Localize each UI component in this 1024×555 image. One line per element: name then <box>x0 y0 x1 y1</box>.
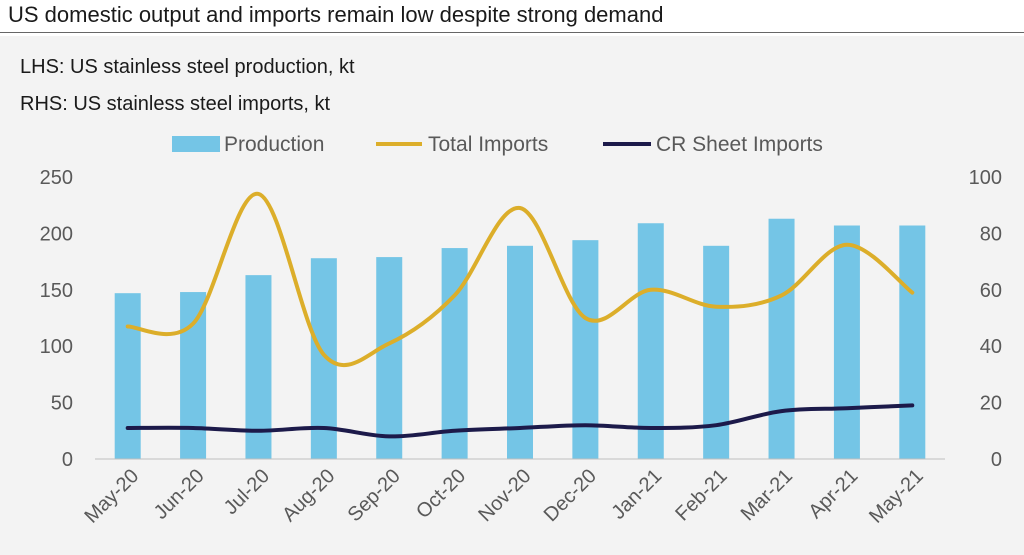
left-axis-tick: 100 <box>40 336 73 358</box>
left-axis-tick: 50 <box>51 393 73 415</box>
left-axis-tick: 200 <box>40 223 73 245</box>
right-axis-tick: 40 <box>980 336 1002 358</box>
production-bar-apr-21 <box>833 225 860 459</box>
rhs-note: RHS: US stainless steel imports, kt <box>20 93 331 115</box>
production-bar-may-21 <box>899 225 926 459</box>
production-bar-mar-21 <box>768 218 795 459</box>
production-bar-sep-20 <box>376 257 403 459</box>
right-axis-tick: 20 <box>980 393 1002 415</box>
lhs-note: LHS: US stainless steel production, kt <box>20 56 355 78</box>
production-bar-dec-20 <box>572 240 599 459</box>
left-axis-tick: 250 <box>40 167 73 189</box>
x-axis-label: Dec-20 <box>540 465 601 526</box>
x-axis-label: Jun-20 <box>150 465 209 524</box>
x-axis-label: Nov-20 <box>474 465 535 526</box>
x-axis-label: Sep-20 <box>344 465 405 526</box>
x-axis-label: Oct-20 <box>412 465 470 523</box>
cr-sheet-imports-line <box>125 403 915 439</box>
x-axis-label: Feb-21 <box>671 465 731 525</box>
legend-production-swatch <box>172 136 220 152</box>
left-axis-tick: 150 <box>40 280 73 302</box>
x-axis-label: Jan-21 <box>608 465 667 524</box>
production-bar-jan-21 <box>637 223 664 459</box>
x-axis-label: Apr-21 <box>804 465 862 523</box>
right-axis-tick: 80 <box>980 223 1002 245</box>
right-axis-tick: 100 <box>969 167 1002 189</box>
production-bar-nov-20 <box>507 245 533 459</box>
x-axis-label: May-20 <box>81 465 144 528</box>
production-bar-jul-20 <box>245 275 272 459</box>
x-axis-label: Aug-20 <box>278 465 339 526</box>
legend-cr-sheet-imports-label: CR Sheet Imports <box>656 133 823 156</box>
x-axis-label: Mar-21 <box>737 465 797 525</box>
production-bar-may-20 <box>114 293 141 459</box>
left-axis-tick: 0 <box>62 449 73 471</box>
x-axis-label: May-21 <box>865 465 928 528</box>
title-divider <box>0 32 1024 33</box>
chart-panel: LHS: US stainless steel production, kt R… <box>0 36 1024 555</box>
legend-production-label: Production <box>224 133 324 156</box>
production-bar-aug-20 <box>310 258 337 459</box>
chart-title: US domestic output and imports remain lo… <box>8 2 664 27</box>
production-bar-jun-20 <box>180 292 207 459</box>
right-axis-tick: 0 <box>991 449 1002 471</box>
right-axis-tick: 60 <box>980 280 1002 302</box>
x-axis-label: Jul-20 <box>220 465 274 519</box>
total-imports-line <box>125 191 915 368</box>
legend-total-imports-label: Total Imports <box>428 133 548 156</box>
